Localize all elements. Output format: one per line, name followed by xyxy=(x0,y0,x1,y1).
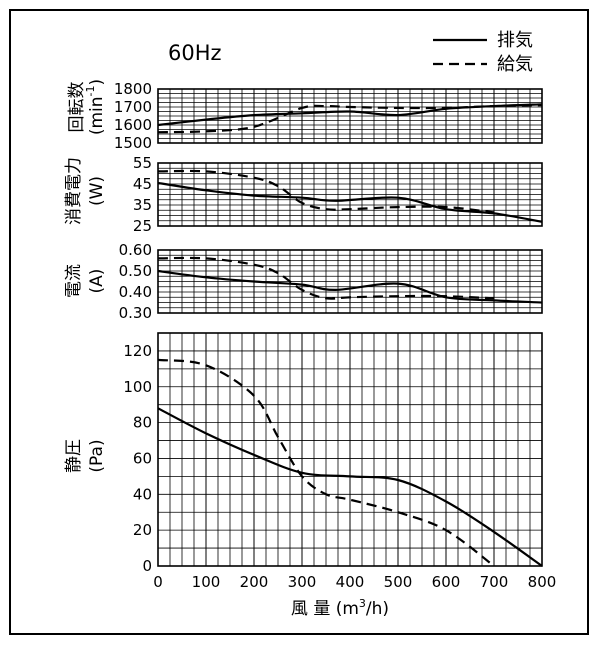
power-ylabel-unit: (W) xyxy=(87,176,107,206)
legend-label-supply: 給気 xyxy=(497,54,533,75)
y-tick-label: 0 xyxy=(142,557,152,575)
x-tick-label: 200 xyxy=(240,573,269,591)
y-tick-label: 120 xyxy=(123,342,152,360)
x-tick-label: 0 xyxy=(153,573,163,591)
y-tick-label: 100 xyxy=(123,378,152,396)
y-tick-label: 0.30 xyxy=(119,304,152,322)
y-tick-label: 25 xyxy=(133,217,152,235)
current-plot-area xyxy=(157,249,543,314)
x-tick-label: 500 xyxy=(384,573,413,591)
y-tick-label: 1500 xyxy=(114,134,152,152)
current-panel: 0.60 0.50 0.40 0.30 電流 (A) xyxy=(64,241,543,322)
y-tick-label: 0.50 xyxy=(119,262,152,280)
y-tick-label: 45 xyxy=(133,175,152,193)
y-tick-label: 20 xyxy=(133,521,152,539)
pressure-panel: 120 100 80 60 40 20 0 静圧 (Pa) xyxy=(64,332,543,575)
power-plot-area xyxy=(157,162,543,227)
speed-ylabel-unit: (min-1) xyxy=(84,79,107,135)
legend-label-exhaust: 排気 xyxy=(497,30,533,51)
power-series-supply xyxy=(157,169,495,214)
speed-plot-area xyxy=(157,88,543,144)
chart-title: 60Hz xyxy=(168,41,222,65)
chart-frame xyxy=(9,9,589,635)
y-tick-label: 40 xyxy=(133,485,152,503)
x-tick-label: 300 xyxy=(288,573,317,591)
power-ylabel: 消費電力 xyxy=(64,157,84,225)
y-tick-label: 60 xyxy=(133,449,152,467)
pressure-series-exhaust xyxy=(157,407,543,567)
y-tick-label: 0.60 xyxy=(119,241,152,259)
y-tick-label: 1800 xyxy=(114,80,152,98)
x-tick-label: 100 xyxy=(192,573,221,591)
pressure-ylabel: 静圧 xyxy=(64,439,84,473)
current-ylabel-unit: (A) xyxy=(87,269,107,294)
current-series-supply xyxy=(157,256,495,300)
x-axis-title: 風 量 (m3/h) xyxy=(291,597,389,619)
power-panel: 55 45 35 25 消費電力 (W) xyxy=(64,154,543,235)
y-tick-label: 0.40 xyxy=(119,283,152,301)
current-ylabel: 電流 xyxy=(64,264,84,298)
power-series-exhaust xyxy=(157,181,543,223)
pressure-series-supply xyxy=(157,358,495,567)
y-tick-label: 55 xyxy=(133,154,152,172)
pressure-plot-area xyxy=(157,332,543,567)
current-series-exhaust xyxy=(157,269,543,304)
speed-ylabel: 回転数 xyxy=(67,82,87,133)
pressure-ylabel-unit: (Pa) xyxy=(87,439,107,472)
speed-series-supply xyxy=(157,104,543,134)
y-tick-label: 1700 xyxy=(114,98,152,116)
x-tick-label: 800 xyxy=(528,573,557,591)
x-tick-label: 600 xyxy=(432,573,461,591)
y-tick-label: 80 xyxy=(133,414,152,432)
x-tick-label: 400 xyxy=(336,573,365,591)
y-tick-label: 35 xyxy=(133,196,152,214)
x-tick-label: 700 xyxy=(480,573,509,591)
y-tick-label: 1600 xyxy=(114,116,152,134)
